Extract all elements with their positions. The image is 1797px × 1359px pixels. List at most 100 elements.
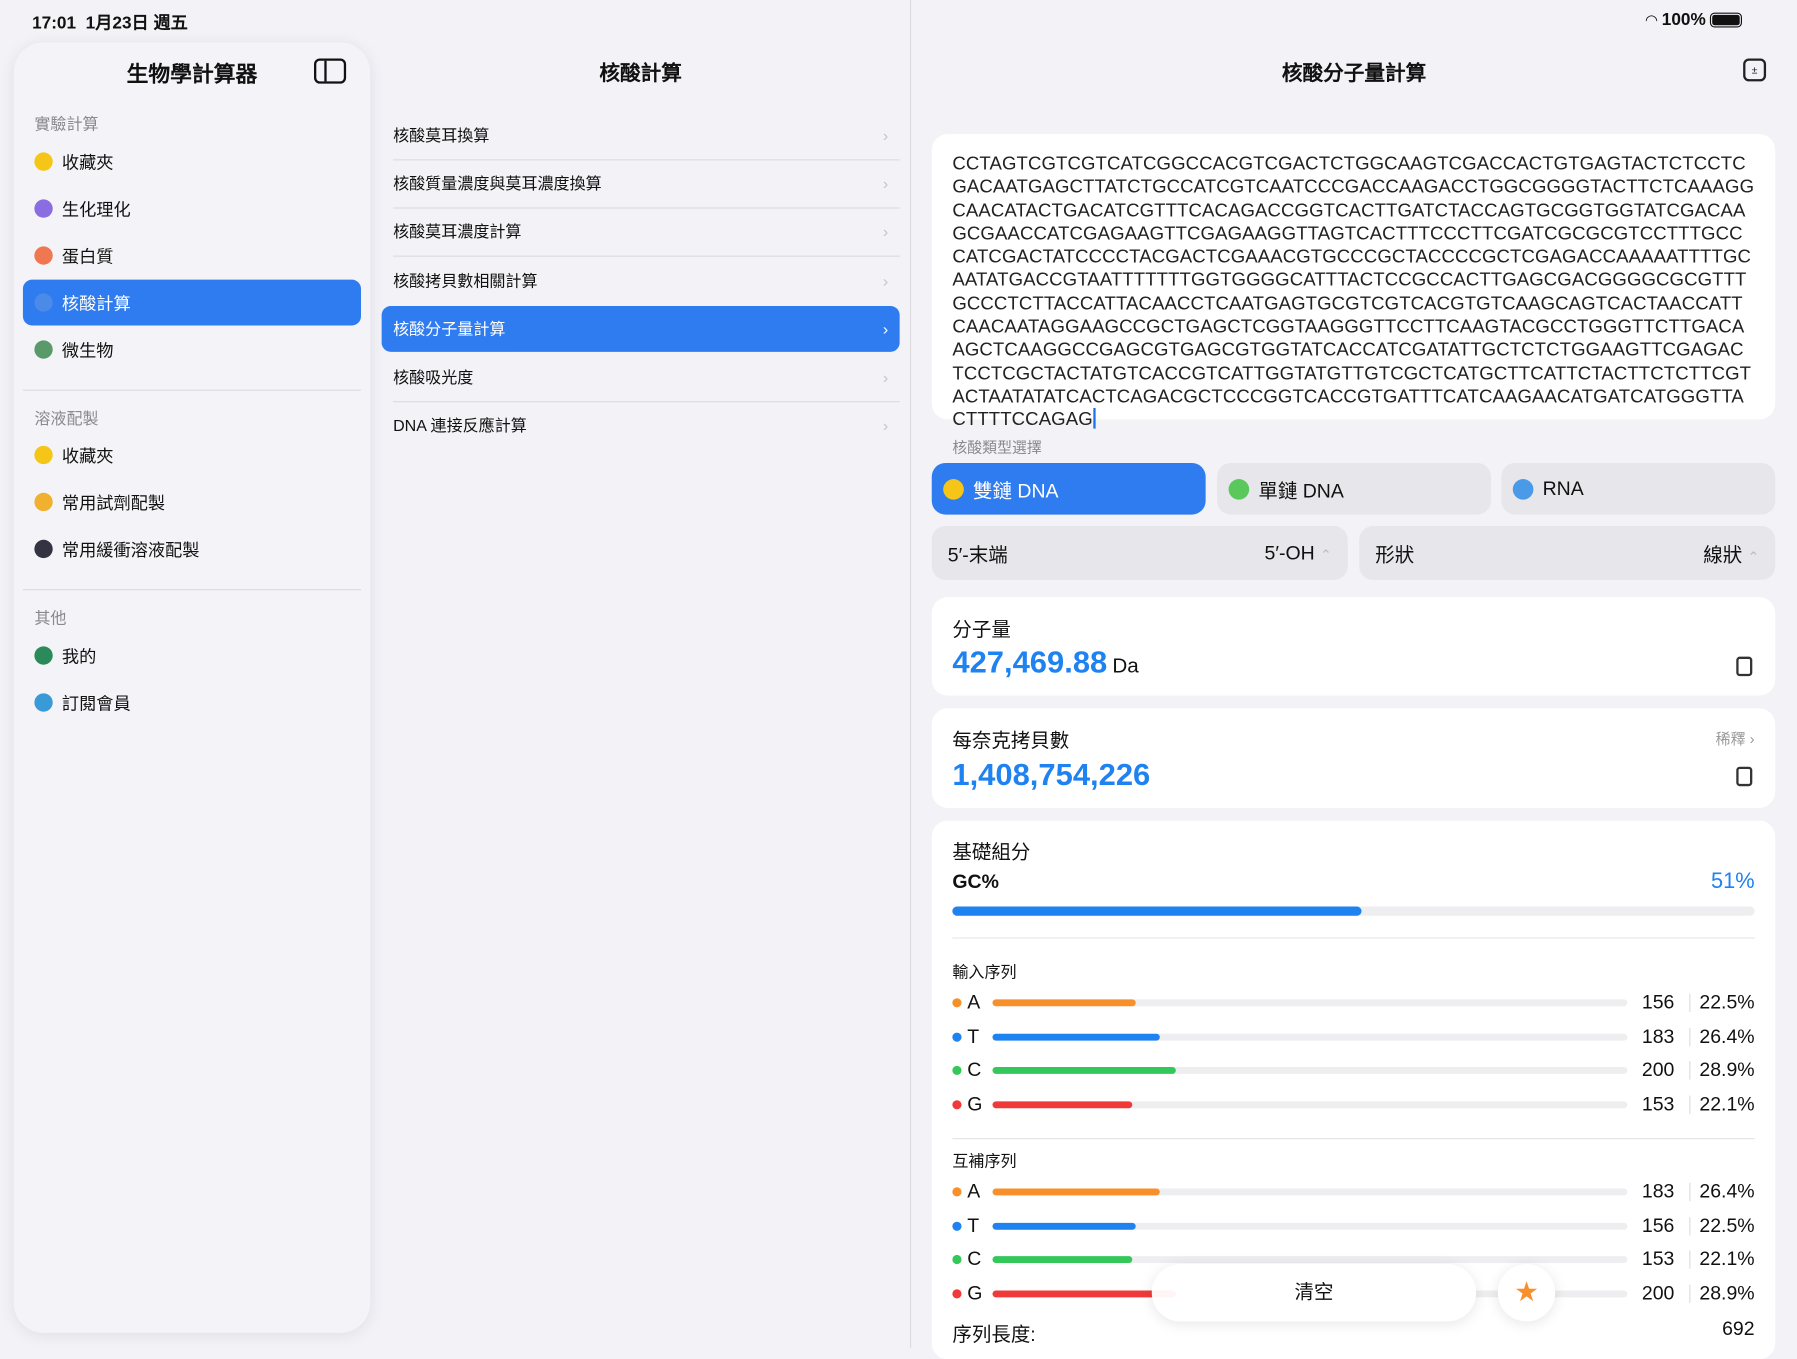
sidebar-item-label: 我的: [61, 646, 97, 667]
updown-icon: ⌃: [1747, 548, 1760, 566]
mw-unit: Da: [1112, 654, 1139, 678]
sidebar-item[interactable]: 收藏夾: [23, 432, 361, 478]
gc-bar: [952, 906, 1755, 916]
status-right: ◠ 100%: [1645, 10, 1743, 30]
sidebar-item[interactable]: 微生物: [23, 327, 361, 373]
sidebar-item-label: 核酸計算: [61, 293, 131, 314]
copies-value: 1,408,754,226: [952, 757, 1151, 792]
sidebar-item[interactable]: 訂閱會員: [23, 680, 361, 726]
sidebar-item-label: 常用試劑配製: [61, 493, 166, 513]
base-row: A 156 22.5%: [952, 990, 1755, 1015]
base-bar: [992, 1256, 1628, 1264]
base-row: C 153 22.1%: [952, 1247, 1755, 1272]
base-row: T 183 26.4%: [952, 1024, 1755, 1049]
favorite-star-icon[interactable]: ★: [1497, 1264, 1556, 1322]
base-bar: [992, 1101, 1628, 1109]
base-bar-fill: [992, 1222, 1136, 1230]
sidebar-item-label: 蛋白質: [61, 246, 114, 267]
chevron-right-icon: ›: [882, 126, 889, 145]
sidebar-item[interactable]: 生化理化: [23, 186, 361, 232]
dilute-link[interactable]: 稀釋 ›: [1715, 730, 1755, 748]
section-header: 實驗計算: [34, 114, 99, 133]
divider: [393, 159, 900, 161]
divider: [22, 589, 362, 591]
type-label: 雙鏈 DNA: [972, 480, 1059, 502]
type-label: 核酸類型選擇: [952, 438, 1042, 457]
sidebar-item-label: 生化理化: [61, 199, 131, 220]
calculator-icon[interactable]: ±: [1743, 58, 1767, 82]
base-percent: 22.1%: [1699, 1248, 1755, 1271]
base-count: 153: [1641, 1248, 1675, 1271]
battery-icon: [1710, 12, 1743, 28]
end-picker[interactable]: 5′-末端 5′-OH ⌃: [931, 526, 1348, 580]
base-letter: C: [967, 1248, 982, 1271]
input-label: 輸入序列: [952, 962, 1017, 982]
sidebar-item[interactable]: 常用緩衝溶液配製: [23, 526, 361, 572]
sidebar-item[interactable]: 我的: [23, 633, 361, 679]
base-row: G 153 22.1%: [952, 1092, 1755, 1117]
base-percent: 28.9%: [1699, 1059, 1755, 1082]
section-header: 溶液配製: [34, 409, 99, 428]
menu-item[interactable]: 核酸拷貝數相關計算 ›: [382, 257, 900, 303]
wifi-icon: ◠: [1645, 10, 1658, 29]
base-letter: G: [967, 1093, 983, 1116]
comp-label: 基礎組分: [952, 841, 1031, 863]
base-dot: [952, 1221, 962, 1231]
type-option[interactable]: 單鏈 DNA: [1217, 463, 1492, 515]
divider: [393, 401, 900, 403]
shape-picker[interactable]: 形狀 線狀 ⌃: [1359, 526, 1776, 580]
base-bar-fill: [992, 1290, 1176, 1298]
base-bar: [992, 1188, 1628, 1196]
sidebar-item-label: 微生物: [61, 340, 114, 361]
base-dot: [952, 1100, 962, 1110]
menu-item[interactable]: DNA 連接反應計算 ›: [382, 402, 900, 448]
sidebar-item[interactable]: 核酸計算: [22, 279, 362, 326]
menu-item[interactable]: 核酸莫耳換算 ›: [382, 112, 900, 158]
menu-item[interactable]: 核酸莫耳濃度計算 ›: [382, 209, 900, 255]
base-row: T 156 22.5%: [952, 1213, 1755, 1238]
sidebar-toggle-icon[interactable]: [314, 58, 347, 84]
category-icon: [34, 199, 53, 218]
base-bar-fill: [992, 1188, 1161, 1196]
sidebar-item[interactable]: 常用試劑配製: [23, 479, 361, 525]
divider: [393, 256, 900, 258]
base-letter: A: [967, 991, 981, 1014]
sidebar-item-label: 訂閱會員: [61, 693, 131, 714]
type-option[interactable]: RNA: [1501, 463, 1776, 515]
base-dot: [952, 1066, 962, 1076]
base-percent: 22.1%: [1699, 1093, 1755, 1116]
base-bar-fill: [992, 1101, 1133, 1109]
clear-button[interactable]: 清空: [1151, 1264, 1477, 1322]
menu-item[interactable]: 核酸質量濃度與莫耳濃度換算 ›: [382, 161, 900, 207]
type-option[interactable]: 雙鏈 DNA: [931, 463, 1206, 515]
divider: [22, 389, 362, 391]
type-label: RNA: [1542, 477, 1584, 500]
sidebar-item-label: 收藏夾: [61, 152, 114, 173]
copy-icon[interactable]: [1736, 656, 1753, 677]
type-label: 單鏈 DNA: [1258, 480, 1344, 502]
sidebar-item[interactable]: 收藏夾: [23, 139, 361, 185]
copy-icon[interactable]: [1736, 766, 1753, 787]
length-label: 序列長度:: [952, 1323, 1036, 1346]
type-icon: [1228, 478, 1250, 500]
section-header: 其他: [34, 608, 67, 627]
updown-icon: ⌃: [1320, 546, 1332, 563]
base-dot: [952, 1187, 962, 1197]
base-count: 156: [1641, 1214, 1675, 1237]
category-icon: [34, 445, 53, 465]
base-row: C 200 28.9%: [952, 1058, 1755, 1083]
menu-item-label: 核酸莫耳濃度計算: [393, 222, 522, 242]
category-icon: [34, 246, 53, 265]
menu-item[interactable]: 核酸吸光度 ›: [382, 354, 900, 400]
separator: [1689, 993, 1691, 1012]
base-percent: 26.4%: [1699, 1180, 1755, 1203]
sidebar-item[interactable]: 蛋白質: [23, 233, 361, 279]
copies-label: 每奈克拷貝數: [952, 730, 1070, 752]
category-icon: [34, 693, 53, 712]
separator: [1689, 1027, 1691, 1046]
base-bar: [992, 999, 1628, 1007]
sequence-input[interactable]: CCTAGTCGTCGTCATCGGCCACGTCGACTCTGGCAAGTCG…: [931, 134, 1776, 430]
base-bar-fill: [992, 1256, 1133, 1264]
base-bar: [992, 1033, 1628, 1041]
menu-item[interactable]: 核酸分子量計算 ›: [381, 305, 900, 352]
